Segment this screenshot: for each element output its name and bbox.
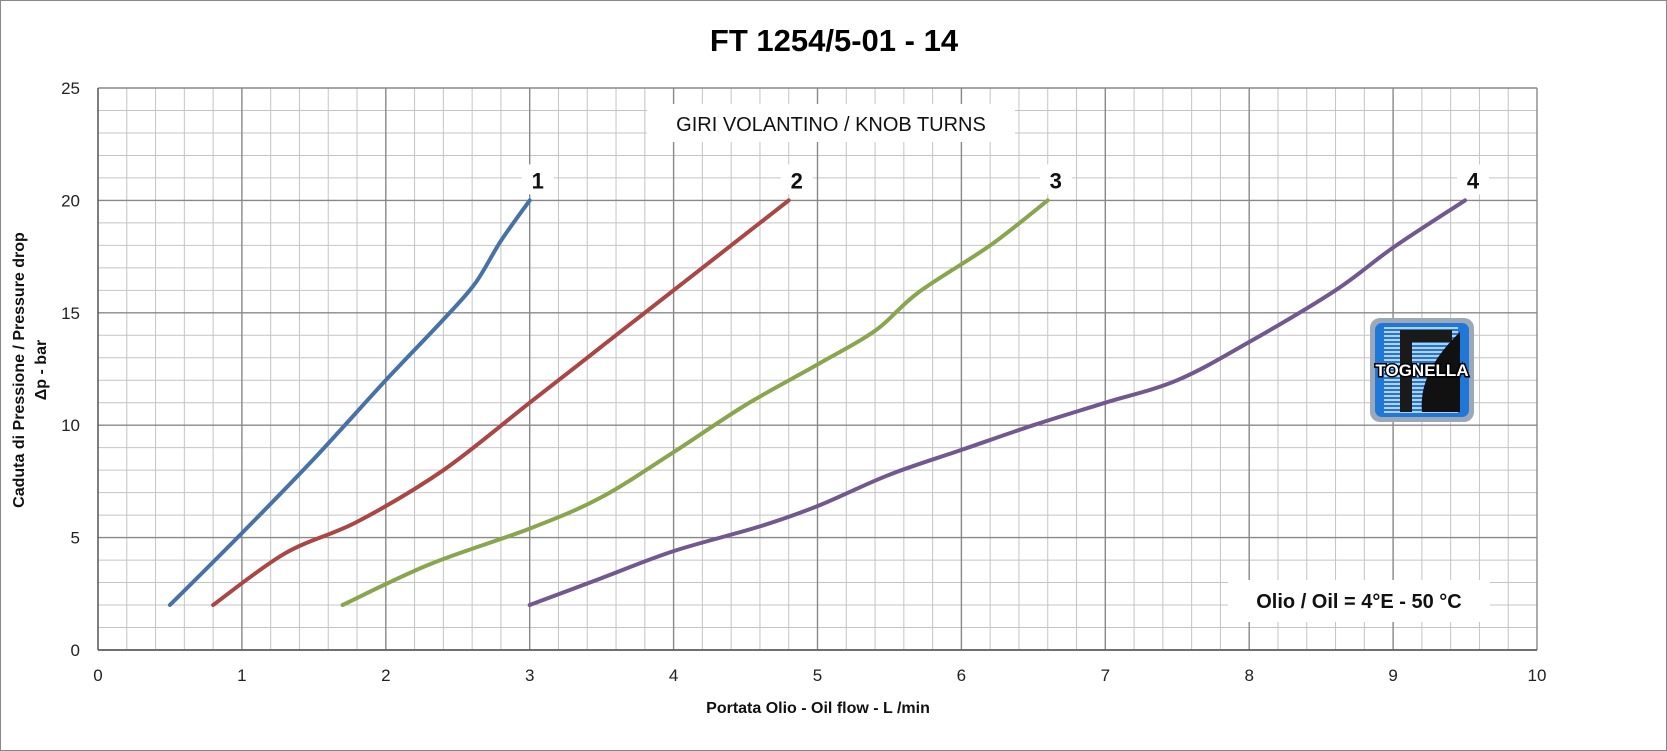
y-tick-label: 25 xyxy=(61,79,80,98)
y-tick-label: 5 xyxy=(71,529,80,548)
legend-title: GIRI VOLANTINO / KNOB TURNS xyxy=(676,114,986,136)
major-gridlines xyxy=(98,87,1538,651)
legend-title-box xyxy=(647,104,1015,142)
x-tick-labels: 0 1 2 3 4 5 6 7 8 9 10 xyxy=(93,666,1546,685)
series-label-box-1 xyxy=(521,164,554,195)
x-tick-label: 9 xyxy=(1388,666,1397,685)
series-label-3: 3 xyxy=(1050,168,1062,193)
oil-note-box xyxy=(1228,580,1490,622)
x-tick-label: 0 xyxy=(93,666,102,685)
series-layer xyxy=(167,198,1467,607)
x-tick-label: 4 xyxy=(669,666,678,685)
x-tick-label: 5 xyxy=(813,666,822,685)
series-label-box-4 xyxy=(1457,164,1490,195)
series-line-2 xyxy=(211,198,791,607)
logo-letter-t xyxy=(1400,330,1452,412)
x-tick-label: 6 xyxy=(957,666,966,685)
x-tick-label: 8 xyxy=(1244,666,1253,685)
x-tick-label: 1 xyxy=(237,666,246,685)
y-tick-labels: 0 5 10 15 20 25 xyxy=(61,79,80,660)
series-label-1: 1 xyxy=(532,168,544,193)
series-labels: 1 2 3 4 xyxy=(521,164,1490,195)
series-label-box-2 xyxy=(780,164,813,195)
series-label-2: 2 xyxy=(791,168,803,193)
oil-note: Olio / Oil = 4°E - 50 °C xyxy=(1256,591,1462,613)
tognella-logo: TOGNELLA xyxy=(1370,318,1474,422)
y-tick-label: 15 xyxy=(61,304,80,323)
logo-text: TOGNELLA xyxy=(1375,361,1468,380)
x-tick-label: 3 xyxy=(525,666,534,685)
x-tick-label: 10 xyxy=(1528,666,1547,685)
y-axis-title-line1: Caduta di Pressione / Pressure drop xyxy=(11,232,28,508)
y-tick-label: 0 xyxy=(71,641,80,660)
x-axis-title: Portata Olio - Oil flow - L /min xyxy=(706,700,930,717)
series-line-1 xyxy=(167,198,532,607)
x-tick-label: 2 xyxy=(381,666,390,685)
logo-dark-shape xyxy=(1421,332,1460,412)
chart-title: FT 1254/5-01 - 14 xyxy=(710,23,959,58)
series-label-4: 4 xyxy=(1467,168,1480,193)
x-tick-label: 7 xyxy=(1101,666,1110,685)
y-tick-label: 20 xyxy=(61,191,80,210)
series-line-3 xyxy=(340,198,1050,607)
y-axis-title-line2: Δp - bar xyxy=(33,340,50,400)
y-tick-label: 10 xyxy=(61,416,80,435)
series-label-box-3 xyxy=(1039,164,1072,195)
series-line-4 xyxy=(527,198,1467,607)
